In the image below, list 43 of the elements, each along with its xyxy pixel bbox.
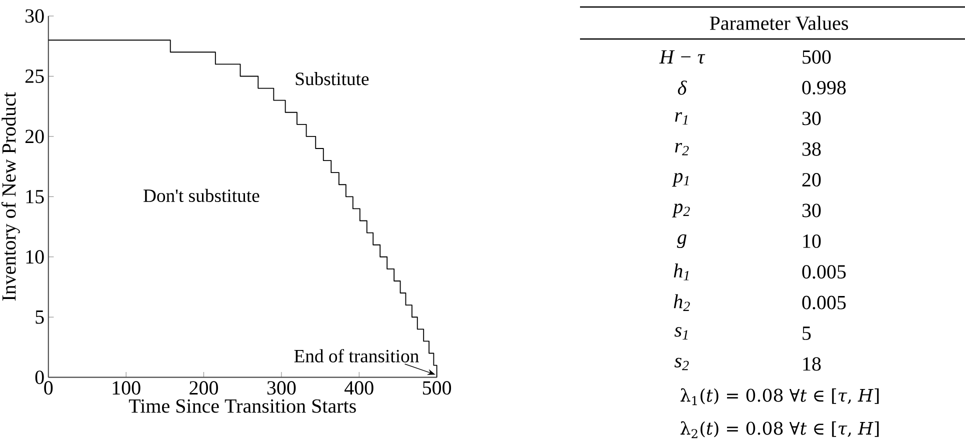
y-tick-label: 0 (35, 370, 44, 384)
x-tick-label: 500 (422, 381, 452, 395)
category-label: r$_{1}$ (675, 112, 688, 125)
category-label: s$_{2}$ (674, 358, 689, 370)
category-label: s$_{1}$ (674, 327, 688, 340)
annotation: Don't substitute (144, 188, 260, 202)
x-tick-label: 300 (267, 381, 296, 395)
y-axis-title: Inventory of New Product (1, 92, 20, 301)
annotation: End of transition (294, 349, 419, 362)
x-tick-label: 0 (44, 381, 53, 395)
x-tick-label: 400 (344, 381, 374, 395)
data-label: 0.005 (802, 265, 846, 279)
data-label: 38 (802, 142, 821, 156)
category-label: g (677, 234, 686, 248)
y-tick-label: 5 (36, 310, 44, 324)
x-tick-label: 200 (190, 381, 218, 395)
text: Parameter Values (710, 16, 848, 30)
data-label: 10 (803, 234, 821, 248)
data-label: 30 (802, 204, 821, 218)
data-label: 20 (802, 173, 821, 187)
data-label: 30 (802, 112, 821, 126)
category-label: h$_{1}$ (674, 264, 689, 280)
y-tick-label: 15 (26, 190, 44, 204)
category-label: p$_{1}$ (672, 172, 689, 187)
y-tick-label: 20 (25, 130, 44, 144)
data-label: 18 (803, 357, 821, 371)
category-label: p$_{2}$ (672, 204, 690, 218)
data-label: 500 (802, 50, 831, 64)
x-tick-label: 100 (112, 381, 140, 395)
y-tick-label: 30 (26, 9, 44, 23)
category-label: r$_{2}$ (675, 142, 689, 156)
data-label: 0.005 (802, 296, 846, 310)
annotation: Substitute (296, 72, 369, 86)
category-label: h$_{2}$ (674, 294, 690, 311)
data-label: 0.998 (802, 80, 846, 94)
text: λ$_{2}$(t) = 0.08 ∀t ∈ [τ, H] (680, 421, 879, 438)
category-label: H − τ (659, 50, 706, 64)
data-label: 5 (802, 326, 811, 340)
y-tick-label: 25 (25, 70, 44, 83)
x-axis-title: Time Since Transition Starts (128, 399, 356, 413)
y-tick-label: 10 (26, 250, 44, 264)
text: λ$_{1}$(t) = 0.08 ∀t ∈ [τ, H] (680, 388, 879, 406)
category-label: δ (678, 80, 687, 95)
